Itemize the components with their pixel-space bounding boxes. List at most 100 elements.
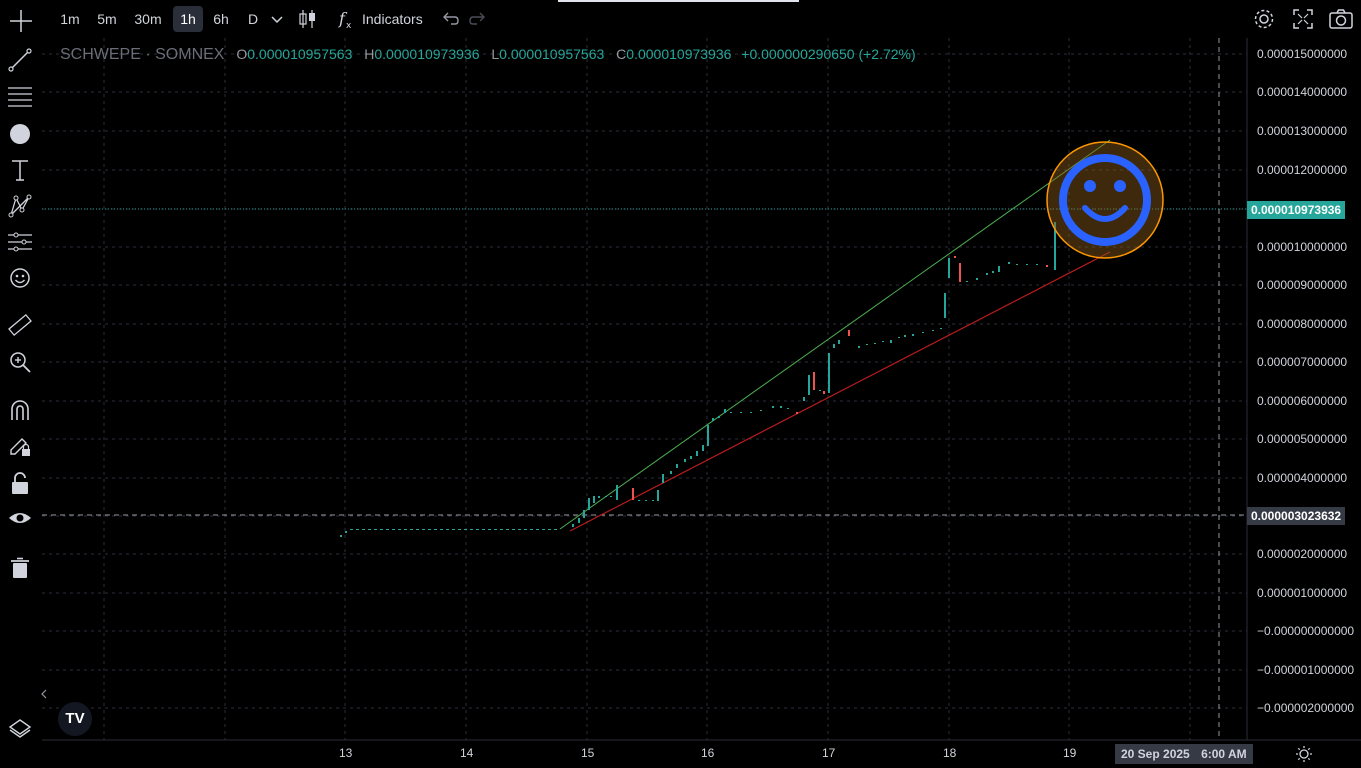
candle	[518, 529, 521, 530]
trash-icon[interactable]	[8, 556, 32, 580]
candle	[340, 535, 342, 537]
candle-style-icon[interactable]	[297, 8, 319, 30]
smiley-sticker[interactable]	[1046, 141, 1164, 259]
candle	[482, 529, 485, 530]
candle	[940, 328, 942, 329]
pattern-icon[interactable]	[8, 194, 32, 218]
upper-trendline[interactable]	[559, 139, 1111, 530]
settings-icon[interactable]	[1253, 8, 1275, 30]
redo-icon[interactable]	[469, 11, 487, 27]
indicators-button[interactable]: Indicators	[362, 11, 423, 27]
candle	[1016, 264, 1018, 265]
candle	[780, 406, 782, 408]
candle	[976, 278, 978, 280]
candle	[572, 524, 574, 527]
time-tick-label: 19	[1063, 746, 1077, 760]
candle	[702, 445, 704, 451]
candle	[638, 500, 640, 501]
candle	[583, 510, 585, 518]
timeframe-1h[interactable]: 1h	[173, 6, 203, 32]
crosshair-icon[interactable]	[10, 10, 32, 32]
candle	[500, 529, 503, 530]
timeframe-d[interactable]: D	[247, 11, 259, 27]
crosshair-price-tag: 0.000003023632	[1247, 507, 1346, 525]
time-tick-label: 13	[339, 746, 353, 760]
chevron-down-icon[interactable]	[270, 12, 284, 26]
emoji-icon[interactable]	[8, 266, 32, 290]
drawing-toolbar	[0, 38, 47, 768]
symbol-name[interactable]: SCHWEPE · SOMNEX	[60, 46, 225, 63]
timeframe-5m[interactable]: 5m	[97, 11, 117, 27]
candle	[616, 485, 618, 500]
timeframe-30m[interactable]: 30m	[134, 11, 162, 27]
price-tick-label: −0.000001000000	[1257, 663, 1355, 677]
lock-drawings-icon[interactable]	[8, 434, 32, 458]
ruler-icon[interactable]	[8, 313, 32, 337]
magnet-icon[interactable]	[8, 398, 32, 422]
lower-trendline[interactable]	[569, 251, 1111, 532]
smiley-mouth	[1082, 205, 1128, 222]
candle	[998, 266, 1000, 272]
camera-icon[interactable]	[1329, 9, 1353, 29]
candle	[593, 496, 595, 503]
candle	[676, 464, 678, 468]
chart-grid	[42, 38, 1247, 740]
price-tick-label: 0.000010000000	[1257, 240, 1348, 254]
candle	[813, 372, 815, 390]
candle	[610, 496, 612, 497]
fullscreen-icon[interactable]	[1293, 9, 1313, 29]
layers-icon[interactable]	[8, 716, 32, 740]
close-value: 0.000010973936	[626, 46, 732, 62]
high-value: 0.000010973936	[374, 46, 480, 62]
candle	[819, 390, 821, 391]
smiley-eye-right	[1114, 180, 1126, 192]
candle	[730, 412, 732, 413]
lock-icon[interactable]	[8, 472, 32, 496]
tab-indicator	[558, 0, 799, 2]
brush-icon[interactable]	[8, 122, 32, 146]
candle	[470, 529, 473, 530]
candle	[966, 281, 968, 282]
candle	[912, 334, 914, 336]
eye-icon[interactable]	[8, 506, 32, 530]
smiley-eye-left	[1084, 180, 1096, 192]
tradingview-logo[interactable]: TV	[58, 702, 92, 736]
close-label: C	[616, 46, 627, 62]
trendline-icon[interactable]	[8, 48, 32, 72]
time-tick-label: 16	[701, 746, 715, 760]
text-icon[interactable]	[8, 158, 32, 182]
crosshair-date-tag: 20 Sep 2025 6:00 AM	[1115, 744, 1253, 764]
sun-icon[interactable]	[1295, 745, 1313, 763]
candle	[458, 529, 461, 530]
candle	[1036, 264, 1038, 265]
candle	[536, 529, 539, 530]
candle	[828, 353, 830, 393]
top-toolbar: 1m 5m 30m 1h 6h D f x Indicators	[0, 0, 1361, 38]
timeframe-1m[interactable]: 1m	[60, 11, 80, 27]
timeframe-6h[interactable]: 6h	[213, 11, 229, 27]
candle	[866, 344, 868, 345]
candle	[684, 459, 686, 462]
price-tick-label: 0.000007000000	[1257, 355, 1348, 369]
candle	[578, 518, 580, 523]
candle	[718, 416, 720, 418]
fib-icon[interactable]	[8, 84, 32, 108]
collapse-icon[interactable]	[40, 688, 48, 700]
ohlc-legend: SCHWEPE · SOMNEX O0.000010957563 H0.0000…	[60, 46, 916, 64]
candle	[992, 271, 994, 273]
candle	[1008, 262, 1010, 264]
zoom-in-icon[interactable]	[8, 350, 32, 374]
forecast-icon[interactable]	[8, 230, 32, 254]
candle	[954, 256, 956, 258]
candle	[494, 529, 497, 530]
crosshair-time: 6:00 AM	[1201, 747, 1247, 761]
candle	[416, 529, 419, 530]
candle	[922, 332, 924, 333]
candle	[506, 529, 509, 530]
open-value: 0.000010957563	[247, 46, 353, 62]
indicators-icon[interactable]: f x	[337, 8, 357, 30]
price-tick-label: 0.000004000000	[1257, 471, 1348, 485]
undo-icon[interactable]	[441, 11, 459, 27]
candle	[882, 341, 884, 342]
